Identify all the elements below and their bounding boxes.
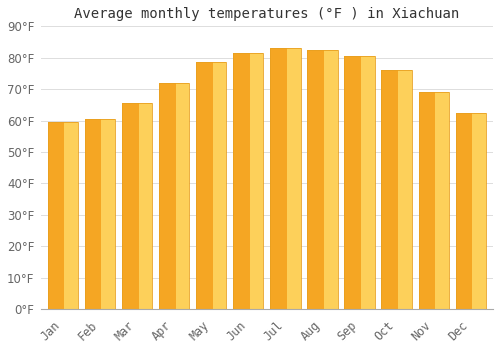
Bar xyxy=(398,70,412,309)
Bar xyxy=(212,62,226,309)
Bar xyxy=(64,122,78,309)
Bar xyxy=(307,50,324,309)
Bar xyxy=(233,53,250,309)
Bar xyxy=(456,113,486,309)
Bar xyxy=(435,92,449,309)
Bar xyxy=(270,48,300,309)
Bar xyxy=(176,83,190,309)
Bar xyxy=(48,122,78,309)
Bar xyxy=(307,50,338,309)
Bar xyxy=(48,122,64,309)
Bar xyxy=(159,83,176,309)
Bar xyxy=(361,56,374,309)
Bar xyxy=(250,53,264,309)
Bar xyxy=(159,83,190,309)
Bar xyxy=(196,62,226,309)
Bar xyxy=(344,56,374,309)
Bar xyxy=(84,119,115,309)
Bar xyxy=(138,103,152,309)
Bar xyxy=(102,119,115,309)
Bar xyxy=(270,48,287,309)
Title: Average monthly temperatures (°F ) in Xiachuan: Average monthly temperatures (°F ) in Xi… xyxy=(74,7,460,21)
Bar xyxy=(233,53,264,309)
Bar xyxy=(472,113,486,309)
Bar xyxy=(84,119,102,309)
Bar xyxy=(122,103,152,309)
Bar xyxy=(287,48,300,309)
Bar xyxy=(196,62,212,309)
Bar xyxy=(418,92,435,309)
Bar xyxy=(418,92,449,309)
Bar xyxy=(324,50,338,309)
Bar xyxy=(382,70,398,309)
Bar xyxy=(344,56,361,309)
Bar xyxy=(122,103,138,309)
Bar xyxy=(456,113,472,309)
Bar xyxy=(382,70,412,309)
